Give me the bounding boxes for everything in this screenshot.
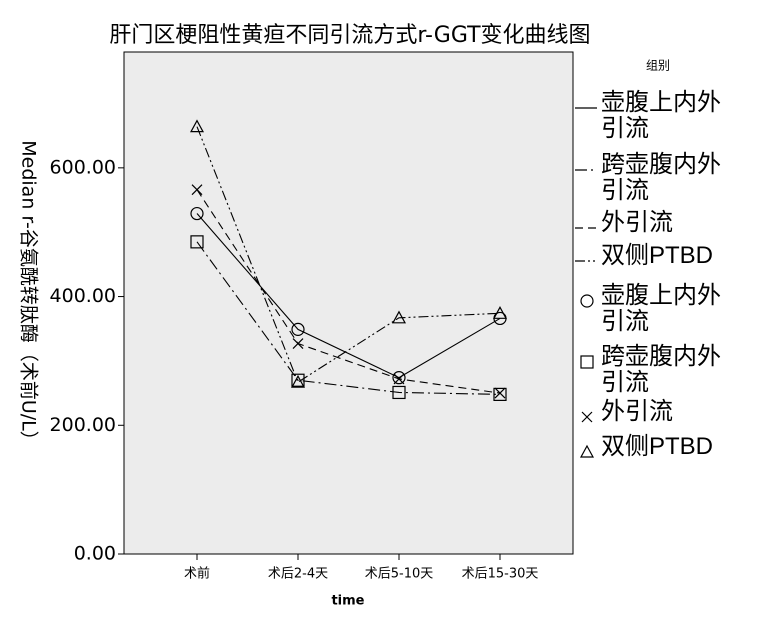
x-tick-label: 术前	[184, 566, 210, 582]
legend-title: 组别	[646, 59, 670, 73]
y-axis-label: Median r-谷氨酰转肽酶（术前U/L）	[18, 140, 40, 450]
data-point	[494, 387, 506, 399]
series-line	[196, 126, 501, 383]
plot-area	[123, 51, 574, 555]
legend-marker	[580, 294, 594, 308]
legend-label: 外引流	[601, 209, 673, 236]
data-point	[189, 119, 205, 133]
series-line	[196, 189, 501, 394]
legend-label: 壶腹上内外引流	[601, 89, 721, 142]
data-point	[391, 310, 407, 324]
data-point	[290, 374, 306, 388]
legend-label: 双侧PTBD	[601, 242, 714, 269]
x-axis-label: time	[331, 594, 364, 609]
data-point	[493, 387, 507, 401]
x-tick-label: 术后5-10天	[365, 567, 434, 582]
data-point	[291, 322, 305, 336]
y-tick-label: 400.00	[50, 285, 116, 307]
data-point	[392, 385, 406, 400]
data-point	[392, 371, 406, 385]
data-point	[393, 373, 405, 385]
legend-label: 跨壶腹内外引流	[601, 343, 721, 396]
legend-marker	[580, 355, 594, 369]
data-point	[492, 306, 508, 319]
legend-label: 外引流	[601, 398, 673, 425]
x-tick-label: 术后15-30天	[462, 567, 539, 582]
y-tick-label: 0.00	[74, 543, 116, 565]
data-point	[190, 235, 204, 249]
chart-title: 肝门区梗阻性黄疸不同引流方式r-GGT变化曲线图	[109, 23, 590, 48]
data-point	[191, 184, 203, 196]
data-point	[291, 373, 305, 387]
data-point	[190, 206, 204, 221]
legend-label: 跨壶腹内外引流	[601, 151, 721, 204]
series-line	[196, 213, 501, 379]
legend-label: 壶腹上内外引流	[601, 282, 721, 335]
legend-label: 双侧PTBD	[601, 433, 714, 460]
series-line	[196, 241, 501, 395]
y-tick-label: 200.00	[50, 414, 116, 436]
legend-marker	[581, 411, 593, 423]
data-point	[292, 338, 304, 349]
y-tick-label: 600.00	[50, 156, 116, 178]
x-tick-label: 术后2-4天	[268, 567, 328, 582]
legend-marker	[579, 444, 595, 458]
